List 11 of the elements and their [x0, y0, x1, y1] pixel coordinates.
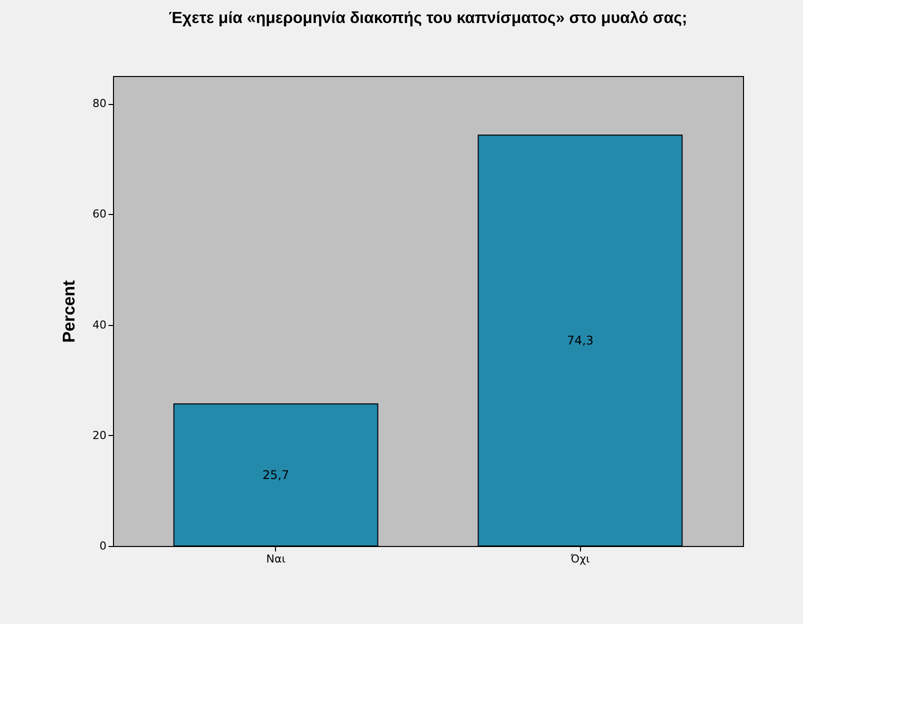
y-tick-label: 80	[92, 97, 106, 110]
y-tick-label: 40	[92, 318, 106, 332]
data-label: 25,7	[262, 468, 290, 482]
y-tick-label: 60	[92, 208, 106, 221]
y-axis-title: Percent	[60, 280, 79, 343]
y-tick-label: 0	[100, 540, 106, 552]
data-label: 74,3	[566, 334, 594, 348]
x-tick-label: Όχι	[570, 552, 590, 566]
y-tick-label: 20	[92, 428, 106, 442]
chart-title: Έχετε μία «ημερομηνία διακοπής του καπνίσματος» στο μυαλό σας;	[168, 10, 688, 27]
x-tick-label: Ναι	[266, 552, 286, 566]
